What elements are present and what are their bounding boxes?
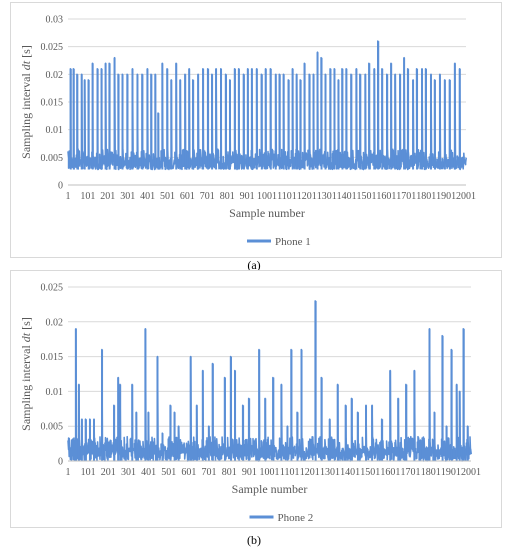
x-tick-label: 1 xyxy=(66,467,71,478)
x-tick-label: 301 xyxy=(121,467,136,478)
x-tick-label: 2001 xyxy=(456,191,476,202)
y-tick-label: 0 xyxy=(58,181,63,192)
x-tick-label: 601 xyxy=(181,467,196,478)
x-tick-label: 1001 xyxy=(257,191,277,202)
x-tick-label: 901 xyxy=(242,467,257,478)
y-axis-label: Sampling interval dt [s] xyxy=(19,317,33,431)
x-tick-label: 701 xyxy=(200,191,215,202)
x-tick-label: 1901 xyxy=(436,191,456,202)
caption-b: (b) xyxy=(247,533,261,547)
legend-label: Phone 1 xyxy=(275,236,311,248)
x-tick-label: 1601 xyxy=(376,191,396,202)
x-tick-label: 1 xyxy=(66,191,71,202)
x-tick-label: 1401 xyxy=(340,467,360,478)
x-tick-label: 401 xyxy=(141,467,156,478)
legend-label: Phone 2 xyxy=(278,512,314,524)
x-tick-label: 101 xyxy=(80,191,95,202)
x-tick-label: 801 xyxy=(222,467,237,478)
chart-panel-b: 0 0.005 0.01 0.015 0.02 0.025 1 101 201 301 401 501… xyxy=(10,270,502,528)
x-tick-label: 801 xyxy=(220,191,235,202)
x-tick-label: 201 xyxy=(100,191,115,202)
y-tick-label: 0.03 xyxy=(46,15,64,26)
series-line xyxy=(67,300,472,462)
chart-panel-a: 0 0.005 0.01 0.015 0.02 0.025 0.03 1 101 201 301 40… xyxy=(10,2,502,258)
y-tick-label: 0 xyxy=(58,457,63,468)
x-tick-label: 1801 xyxy=(421,467,441,478)
x-tick-label: 1101 xyxy=(280,467,300,478)
y-tick-label: 0.005 xyxy=(41,422,64,433)
x-tick-label: 2001 xyxy=(461,467,481,478)
x-axis-label: Sample number xyxy=(229,206,305,220)
y-tick-label: 0.015 xyxy=(41,352,64,363)
x-tick-label: 1401 xyxy=(337,191,357,202)
x-tick-label: 1701 xyxy=(401,467,421,478)
x-tick-label: 101 xyxy=(81,467,96,478)
x-tick-label: 1301 xyxy=(317,191,337,202)
y-axis-label: Sampling interval dt [s] xyxy=(19,45,33,159)
x-tick-label: 1501 xyxy=(357,191,377,202)
x-tick-label: 401 xyxy=(140,191,155,202)
x-tick-label: 1701 xyxy=(396,191,416,202)
x-tick-label: 501 xyxy=(160,191,175,202)
x-tick-label: 1301 xyxy=(320,467,340,478)
y-tick-label: 0.015 xyxy=(41,98,64,109)
x-axis-label: Sample number xyxy=(232,482,308,496)
x-tick-label: 1901 xyxy=(441,467,461,478)
x-tick-label: 1601 xyxy=(380,467,400,478)
x-tick-label: 901 xyxy=(240,191,255,202)
y-tick-label: 0.025 xyxy=(41,42,64,53)
y-tick-label: 0.005 xyxy=(41,153,64,164)
x-tick-label: 1001 xyxy=(260,467,280,478)
x-tick-label: 1501 xyxy=(360,467,380,478)
x-tick-label: 201 xyxy=(101,467,116,478)
x-tick-label: 1101 xyxy=(277,191,297,202)
x-tick-label: 1201 xyxy=(297,191,317,202)
x-tick-label: 1201 xyxy=(300,467,320,478)
x-tick-label: 501 xyxy=(161,467,176,478)
x-tick-label: 1801 xyxy=(416,191,436,202)
y-tick-label: 0.02 xyxy=(46,70,64,81)
x-tick-label: 601 xyxy=(180,191,195,202)
y-tick-label: 0.02 xyxy=(46,317,64,328)
y-tick-label: 0.01 xyxy=(46,387,64,398)
y-tick-label: 0.01 xyxy=(46,125,64,136)
y-tick-label: 0.025 xyxy=(41,283,64,294)
x-tick-label: 301 xyxy=(120,191,135,202)
x-tick-label: 701 xyxy=(202,467,217,478)
caption-a: (a) xyxy=(247,258,261,272)
